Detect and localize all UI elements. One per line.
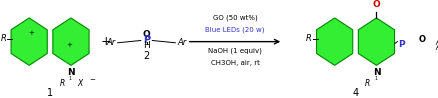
Text: +: + [101, 35, 111, 48]
Text: Ar: Ar [434, 44, 438, 53]
Text: R: R [305, 34, 311, 43]
Text: Ar: Ar [106, 38, 115, 47]
Text: 1: 1 [374, 76, 377, 81]
Text: Blue LEDs (20 w): Blue LEDs (20 w) [205, 27, 264, 33]
Text: R: R [364, 79, 370, 88]
Polygon shape [11, 18, 47, 65]
Text: N: N [372, 69, 379, 78]
Text: −: − [89, 77, 95, 83]
Text: O: O [372, 0, 379, 9]
Text: +: + [66, 42, 72, 48]
Text: Ar: Ar [434, 38, 438, 47]
Text: O: O [417, 35, 424, 44]
Polygon shape [357, 18, 394, 65]
Text: +: + [28, 30, 34, 36]
Text: 4: 4 [352, 88, 358, 98]
Polygon shape [53, 18, 89, 65]
Text: P: P [143, 35, 150, 45]
Polygon shape [316, 18, 352, 65]
Text: R: R [0, 34, 6, 43]
Text: CH3OH, air, rt: CH3OH, air, rt [210, 60, 259, 66]
FancyArrowPatch shape [189, 39, 278, 44]
Text: NaOH (1 equiv): NaOH (1 equiv) [208, 48, 261, 54]
Text: O: O [142, 30, 150, 39]
Text: N: N [67, 69, 74, 78]
Text: H: H [143, 41, 149, 50]
Text: P: P [397, 39, 404, 49]
Text: X: X [77, 79, 82, 88]
Text: 1: 1 [69, 76, 72, 81]
Text: Ar: Ar [177, 38, 186, 47]
Text: R: R [60, 79, 65, 88]
Text: 1: 1 [47, 88, 53, 98]
Text: 2: 2 [143, 51, 149, 61]
Text: GO (50 wt%): GO (50 wt%) [212, 15, 257, 21]
